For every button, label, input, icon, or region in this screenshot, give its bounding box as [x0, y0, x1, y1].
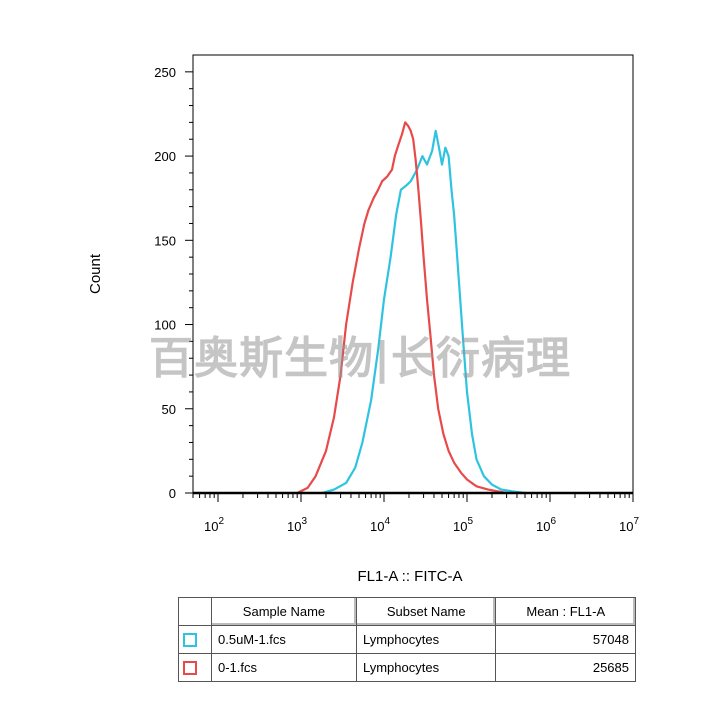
- y-tick-label: 50: [162, 402, 176, 417]
- sample-table: Sample Name Subset Name Mean : FL1-A 0.5…: [178, 597, 636, 682]
- table-cell-mean: 25685: [495, 653, 636, 682]
- table-row: 0.5uM-1.fcs Lymphocytes 57048: [178, 625, 636, 654]
- table-cell-sample: 0.5uM-1.fcs: [211, 625, 357, 654]
- x-tick-label: 107: [619, 516, 639, 534]
- legend-swatch-cyan: [183, 633, 197, 648]
- plot-frame: [192, 54, 634, 494]
- table-header-sample: Sample Name: [211, 597, 357, 626]
- histogram-series-red: [296, 121, 507, 495]
- y-axis-title: Count: [87, 253, 104, 294]
- x-axis-title: FL1-A :: FITC-A: [357, 568, 462, 585]
- y-tick-label: 0: [169, 486, 176, 501]
- y-tick-label: 200: [154, 149, 176, 164]
- table-cell-mean: 57048: [495, 625, 636, 654]
- table-header-row: Sample Name Subset Name Mean : FL1-A: [178, 597, 636, 626]
- x-tick-label: 105: [453, 516, 473, 534]
- table-header-subset: Subset Name: [355, 597, 497, 626]
- table-cell-subset: Lymphocytes: [355, 625, 497, 654]
- table-header-mean: Mean : FL1-A: [495, 597, 636, 626]
- legend-swatch-cell: [178, 625, 212, 654]
- y-tick-label: 100: [154, 318, 176, 333]
- histogram-chart: 102 103 104 105 106 107 0 50 100 150 200 250 FL1-A…: [87, 54, 639, 585]
- histogram-series-cyan: [321, 129, 526, 495]
- table-header-blank: [178, 597, 212, 626]
- x-tick-label: 102: [204, 516, 224, 534]
- x-tick-label: 104: [370, 516, 390, 534]
- x-tick-label: 106: [536, 516, 556, 534]
- y-tick-label: 150: [154, 233, 176, 248]
- table-cell-subset: Lymphocytes: [355, 653, 497, 682]
- table-cell-sample: 0-1.fcs: [211, 653, 357, 682]
- table-row: 0-1.fcs Lymphocytes 25685: [178, 653, 636, 682]
- x-tick-label: 103: [287, 516, 307, 534]
- watermark-text: 百奥斯生物|长衍病理: [148, 333, 572, 384]
- legend-swatch-cell: [178, 653, 212, 682]
- y-tick-label: 250: [154, 65, 176, 80]
- legend-swatch-red: [183, 661, 197, 676]
